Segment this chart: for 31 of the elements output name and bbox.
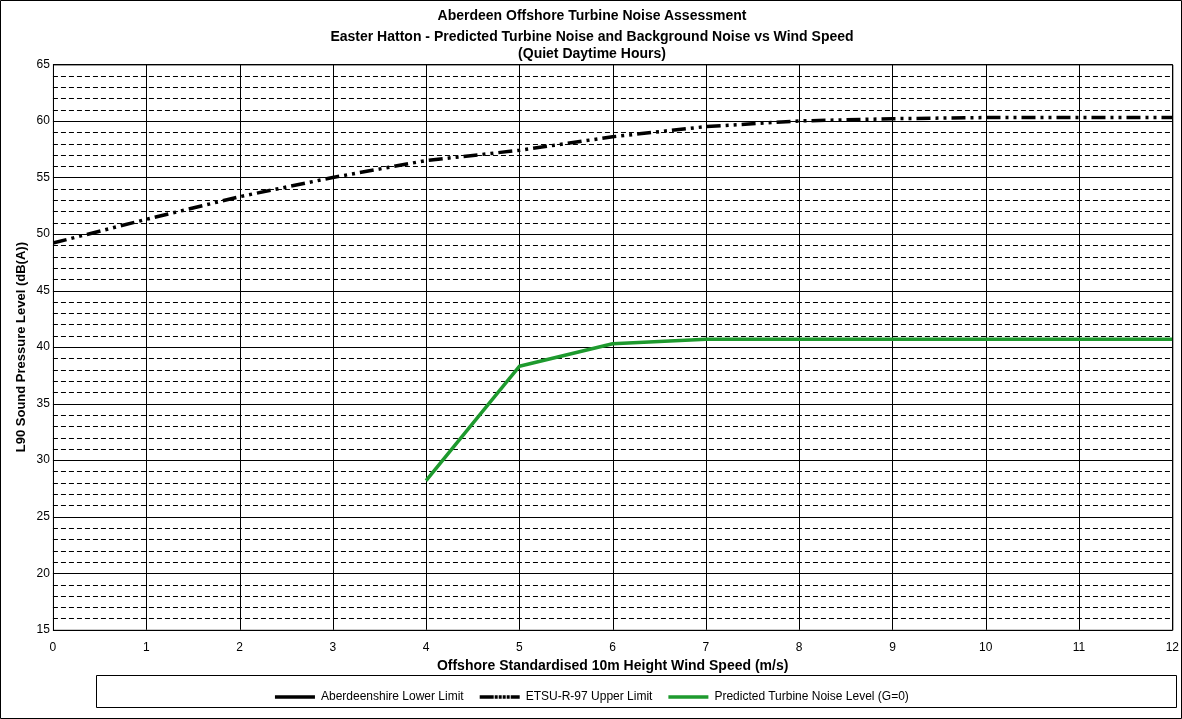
x-tick-label: 3 (329, 640, 337, 655)
legend-label: ETSU-R-97 Upper Limit (525, 689, 654, 704)
x-axis-title: Offshore Standardised 10m Height Wind Speed (m/s) (436, 657, 789, 674)
x-tick-label: 9 (889, 640, 897, 655)
chart-title: Aberdeen Offshore Turbine Noise Assessment (437, 7, 747, 24)
x-tick-label: 4 (422, 640, 430, 655)
x-tick-label: 7 (702, 640, 710, 655)
y-axis-title: L90 Sound Pressure Level (dB(A)) (13, 241, 29, 453)
x-tick-label: 11 (1072, 640, 1086, 655)
y-tick-label: 15 (36, 622, 51, 637)
x-tick-label: 5 (516, 640, 524, 655)
legend-label: Predicted Turbine Noise Level (G=0) (714, 689, 909, 704)
y-tick-label: 65 (36, 56, 51, 71)
x-tick-label: 2 (236, 640, 244, 655)
y-tick-label: 30 (36, 452, 51, 467)
x-tick-label: 10 (979, 640, 993, 655)
chart-subtitle: Easter Hatton - Predicted Turbine Noise and Background Noise vs Wind Speed (Quiet Daytime Hours) (330, 28, 854, 61)
y-tick-label: 20 (36, 565, 51, 580)
legend-label: Aberdeenshire Lower Limit (320, 689, 465, 704)
y-tick-label: 55 (36, 169, 51, 184)
y-tick-label: 25 (36, 509, 51, 524)
y-tick-label: 60 (36, 113, 51, 128)
y-tick-label: 35 (36, 395, 51, 410)
x-tick-label: 0 (49, 640, 57, 655)
x-tick-label: 12 (1165, 640, 1180, 655)
x-tick-label: 6 (609, 640, 617, 655)
x-tick-label: 1 (142, 640, 150, 655)
y-tick-label: 50 (36, 226, 51, 241)
x-tick-label: 8 (795, 640, 803, 655)
y-tick-label: 45 (36, 282, 51, 297)
y-tick-label: 40 (36, 339, 51, 354)
